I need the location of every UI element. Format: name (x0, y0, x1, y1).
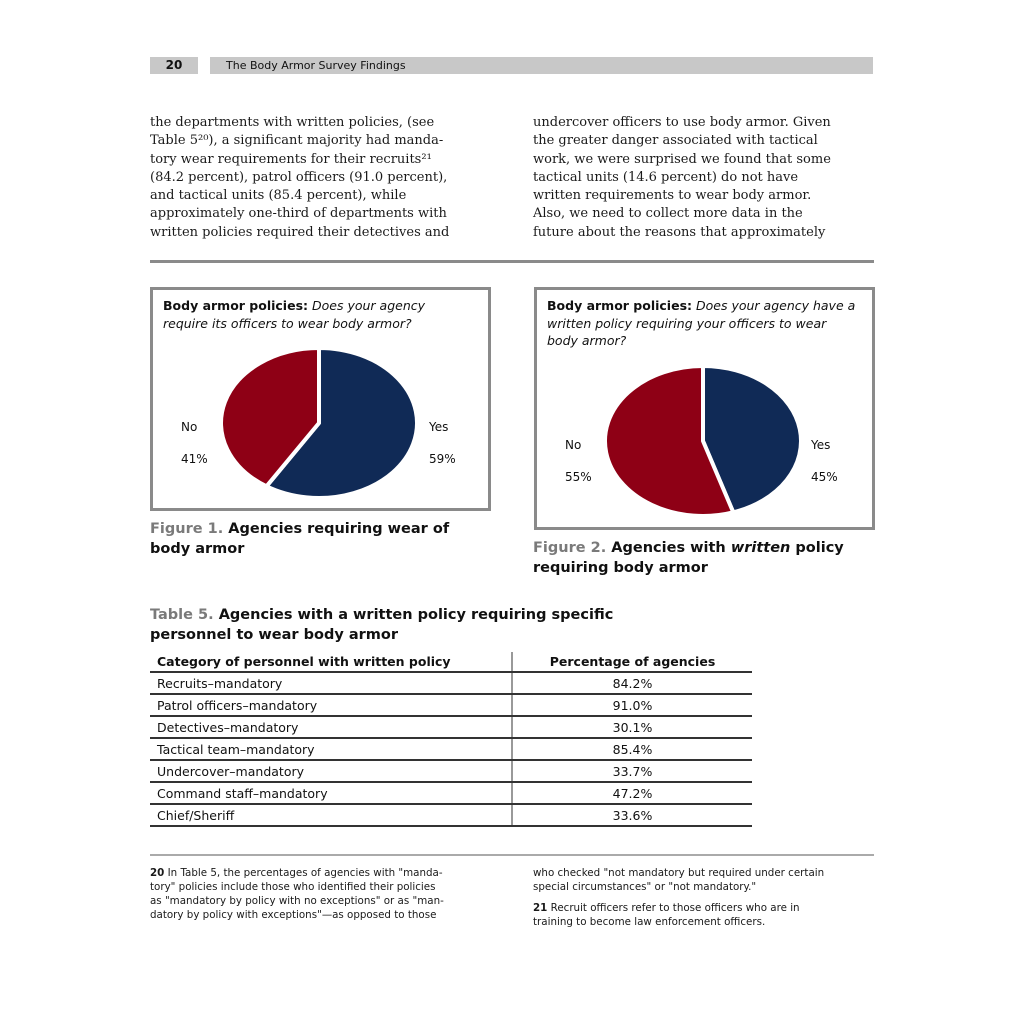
table-cell-percentage: 33.6% (512, 804, 752, 827)
body-text-right: undercover officers to use body armor. G… (533, 115, 831, 240)
section-divider (150, 260, 874, 263)
figure-1-heading: Body armor policies: (163, 298, 309, 313)
footnote-divider (150, 854, 874, 856)
figure-1-yes-name: Yes (429, 420, 449, 434)
figure-1-label-no: No 41% (181, 403, 208, 467)
figure-1-pie-slice-no (219, 346, 321, 489)
running-head: The Body Armor Survey Findings (210, 57, 873, 74)
figure-2-question-text: Does your agency have a written policy r… (547, 298, 856, 348)
figure-1-pie-chart (219, 346, 420, 500)
table-cell-percentage: 91.0% (512, 694, 752, 717)
table-cell-category: Detectives–mandatory (150, 716, 513, 739)
figure-2-question: Body armor policies: Does your agency ha… (547, 297, 857, 350)
footnote-20: 20 In Table 5, the percentages of agenci… (150, 866, 500, 922)
table-cell-percentage: 30.1% (512, 716, 752, 739)
table-cell-percentage: 85.4% (512, 738, 752, 761)
table-header-percentage: Percentage of agencies (512, 652, 752, 673)
figure-1-label-yes: Yes 59% (429, 403, 456, 467)
table-cell-category: Chief/Sheriff (150, 804, 513, 827)
page-number: 20 (150, 57, 198, 74)
figure-2-caption-post: policy requiring body armor (533, 540, 844, 576)
figure-2-caption: Figure 2. Agencies with written policy r… (533, 539, 853, 578)
table-row: Detectives–mandatory 30.1% (150, 716, 752, 739)
figure-1-box: Body armor policies: Does your agency re… (150, 287, 491, 511)
footnote-20-continued: who checked "not mandatory but required … (533, 867, 825, 893)
figure-1-question: Body armor policies: Does your agency re… (163, 297, 473, 332)
figure-2-caption-em: written (730, 540, 791, 556)
figure-2-pie-slice-yes (701, 364, 803, 515)
figure-2-pie-slice-no (603, 364, 736, 518)
table-5: Category of personnel with written polic… (150, 652, 752, 827)
footnote-20-number: 20 (150, 867, 165, 879)
table-cell-category: Recruits–mandatory (150, 672, 513, 695)
footnote-20-text: In Table 5, the percentages of agencies … (150, 867, 444, 921)
figure-2-box: Body armor policies: Does your agency ha… (534, 287, 875, 530)
figure-1-pie-slice-yes (264, 346, 420, 500)
figure-1-question-text: Does your agency require its officers to… (163, 298, 426, 331)
table-cell-percentage: 33.7% (512, 760, 752, 783)
table-cell-percentage: 47.2% (512, 782, 752, 805)
footnote-21: 21 Recruit officers refer to those offic… (533, 901, 878, 929)
table-cell-category: Tactical team–mandatory (150, 738, 513, 761)
figure-1-caption-text: Agencies requiring wear of body armor (150, 521, 450, 557)
table-cell-percentage: 84.2% (512, 672, 752, 695)
footnote-21-text: Recruit officers refer to those officers… (533, 902, 800, 928)
table-cell-category: Patrol officers–mandatory (150, 694, 513, 717)
figure-1-no-name: No (181, 420, 198, 434)
figure-1-caption: Figure 1. Agencies requiring wear of bod… (150, 520, 470, 559)
figure-1-yes-value: 59% (429, 452, 456, 466)
table-row: Command staff–mandatory 47.2% (150, 782, 752, 805)
figure-1-no-value: 41% (181, 452, 208, 466)
table-row: Undercover–mandatory 33.7% (150, 760, 752, 783)
figure-1-caption-label: Figure 1. (150, 521, 224, 537)
table-cell-category: Undercover–mandatory (150, 760, 513, 783)
figure-2-yes-name: Yes (811, 438, 831, 452)
figure-2-label-no: No 55% (565, 421, 592, 485)
figure-2-caption-pre: Agencies with (611, 540, 726, 556)
table-row: Tactical team–mandatory 85.4% (150, 738, 752, 761)
table-header-category: Category of personnel with written polic… (150, 652, 513, 673)
figure-2-caption-label: Figure 2. (533, 540, 607, 556)
figure-2-yes-value: 45% (811, 470, 838, 484)
table-5-caption-text: Agencies with a written policy requiring… (150, 607, 614, 643)
table-row: Recruits–mandatory 84.2% (150, 672, 752, 695)
table-row: Chief/Sheriff 33.6% (150, 804, 752, 827)
figure-2-no-name: No (565, 438, 582, 452)
figure-2-heading: Body armor policies: (547, 298, 693, 313)
footnote-21-number: 21 (533, 902, 548, 914)
body-text-left: the departments with written policies, (… (150, 115, 450, 240)
figure-2-label-yes: Yes 45% (811, 421, 838, 485)
table-5-caption-label: Table 5. (150, 607, 214, 623)
table-header-row: Category of personnel with written polic… (150, 652, 752, 673)
table-cell-category: Command staff–mandatory (150, 782, 513, 805)
table-row: Patrol officers–mandatory 91.0% (150, 694, 752, 717)
figure-2-pie-chart (603, 364, 803, 518)
figure-2-no-value: 55% (565, 470, 592, 484)
table-5-caption: Table 5. Agencies with a written policy … (150, 606, 670, 645)
